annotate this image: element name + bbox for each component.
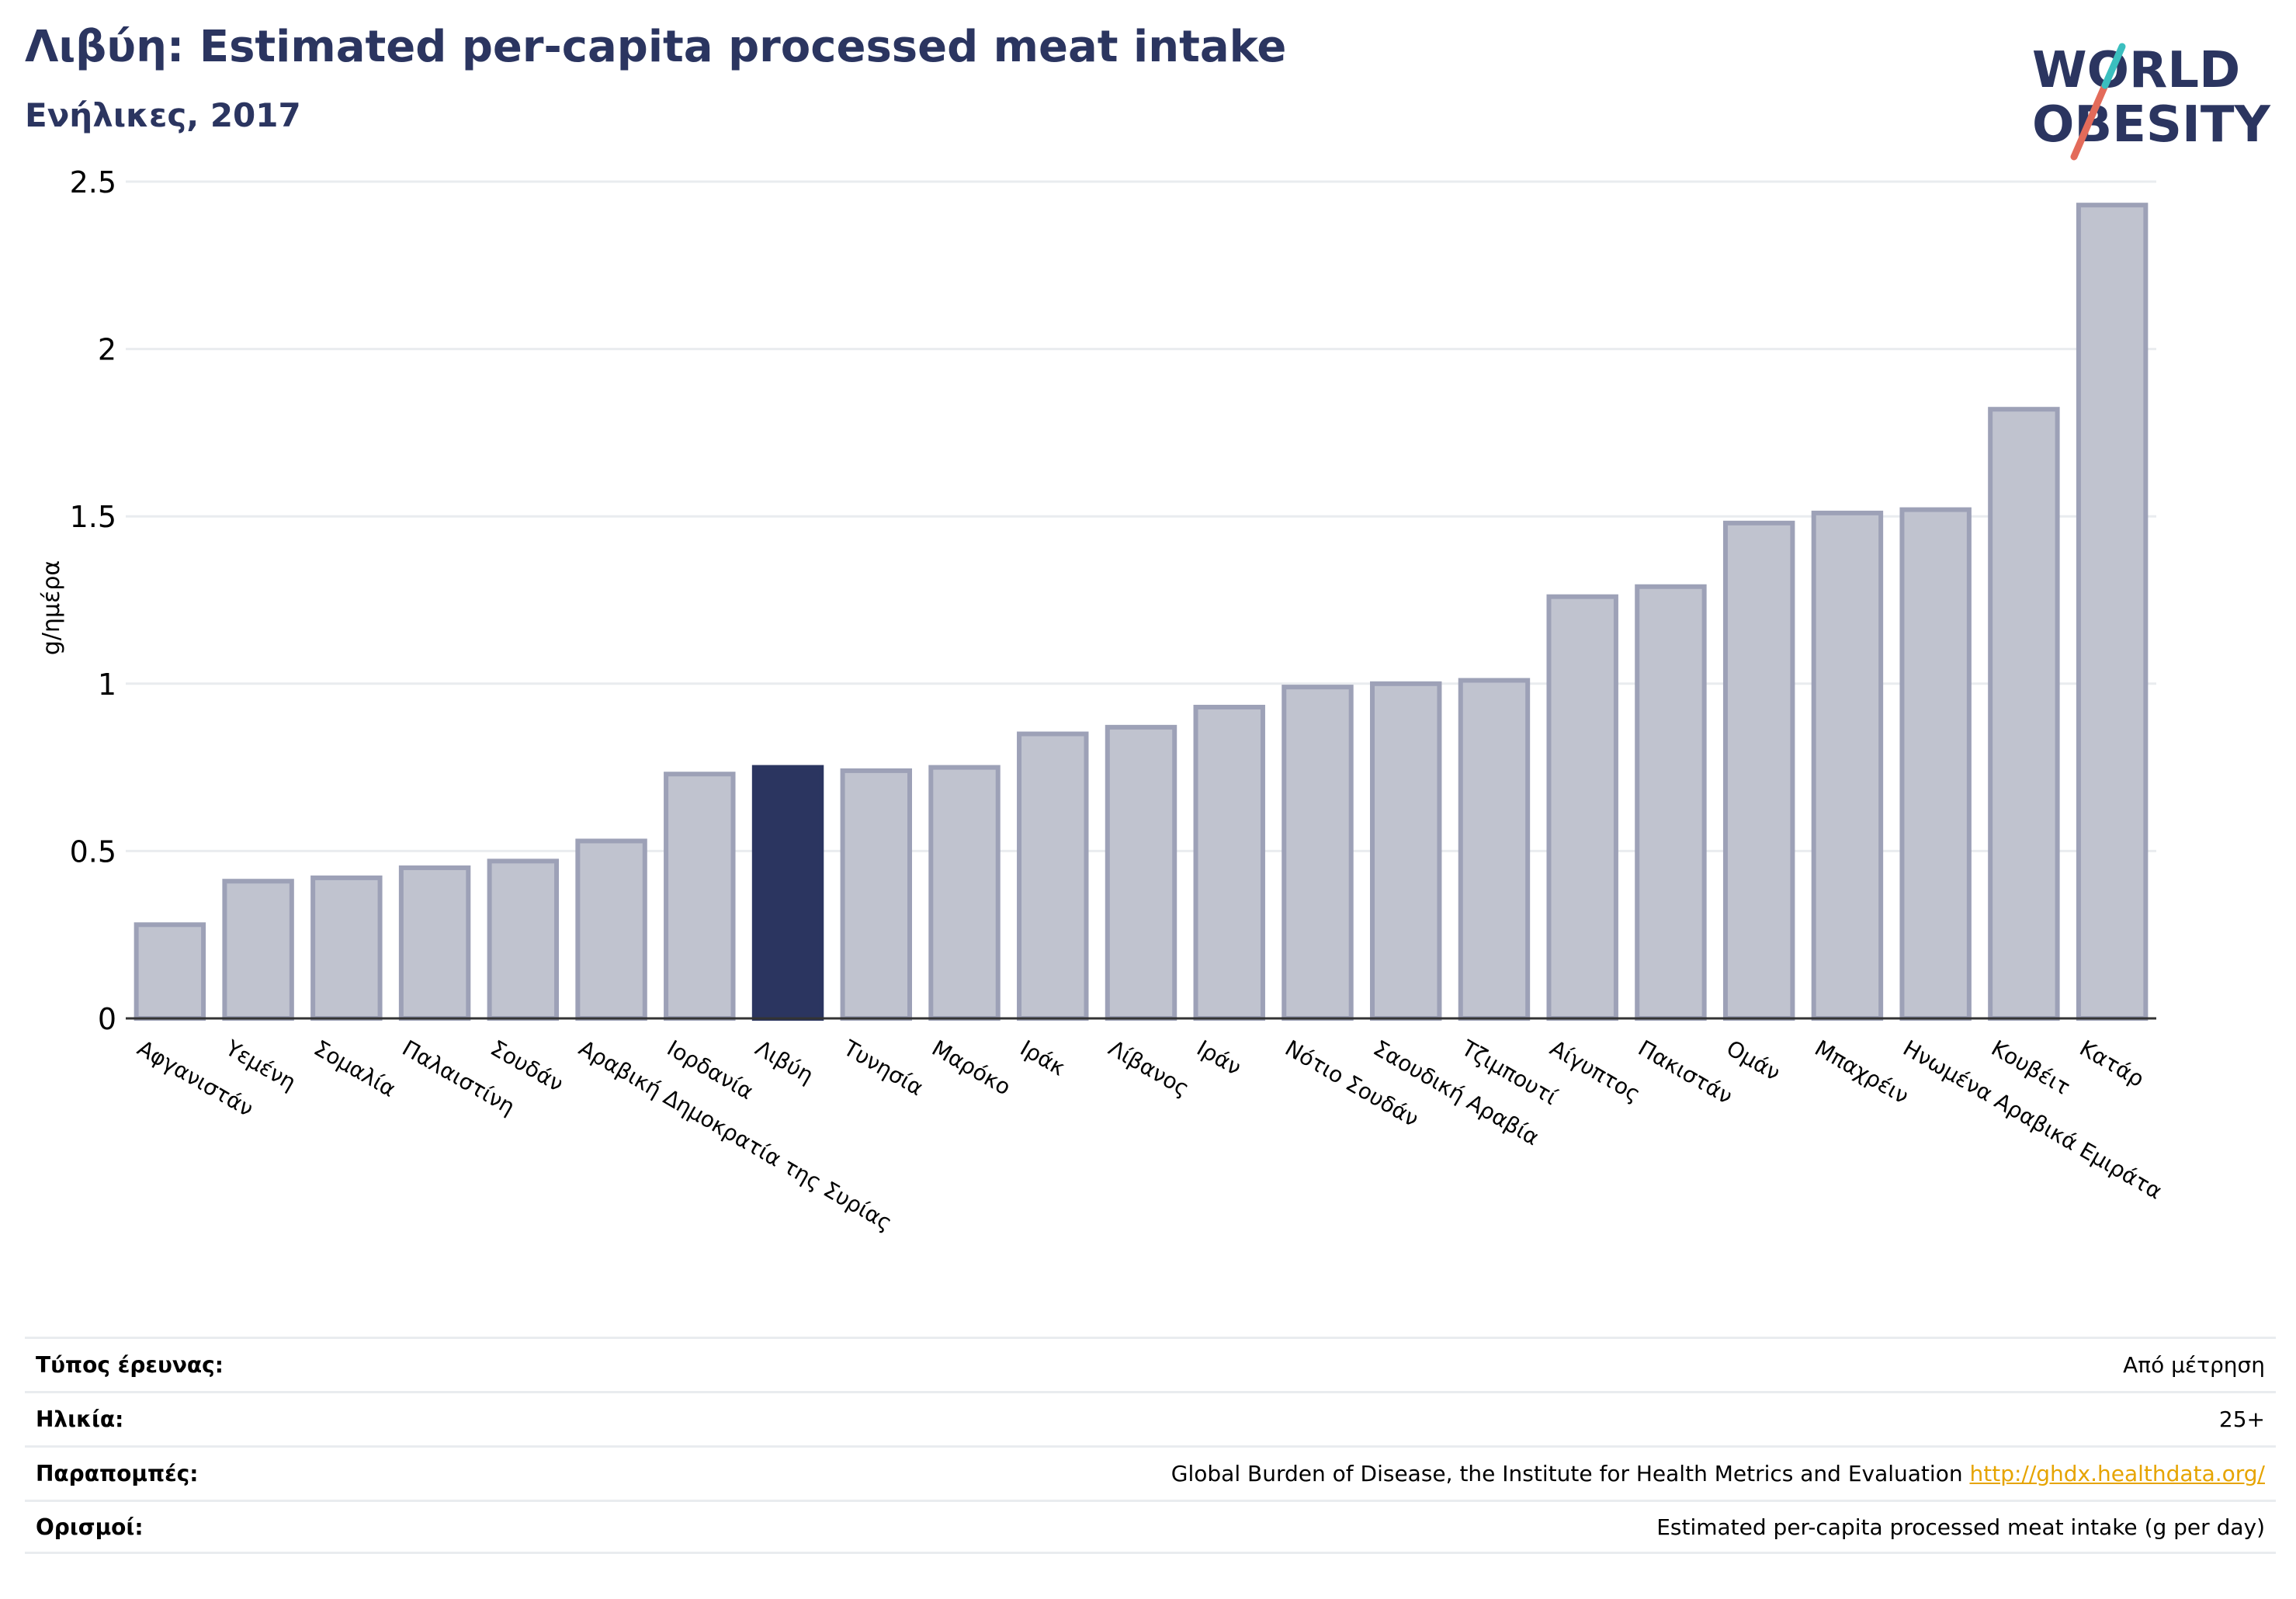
info-value-text: Από μέτρηση [2123, 1352, 2265, 1378]
bar [928, 765, 1001, 1021]
bar [1988, 407, 2060, 1021]
x-tick-label: Ομάν [1722, 1035, 1785, 1086]
logo-slash-red [2070, 82, 2109, 161]
info-value: Estimated per-capita processed meat inta… [1656, 1514, 2265, 1540]
bar [575, 838, 647, 1021]
x-tick-label: Αραβική Δημοκρατία της Συρίας [574, 1035, 897, 1236]
x-tick-label: Ιράκ [1016, 1035, 1070, 1080]
bar [487, 858, 560, 1021]
x-tick-label: Μαρόκο [928, 1035, 1015, 1100]
x-tick-label: Λίβανος [1105, 1035, 1194, 1101]
y-tick-label: 0 [98, 1002, 116, 1036]
x-tick-label: Κατάρ [2076, 1035, 2149, 1092]
bar [1193, 704, 1265, 1021]
info-value-text: Global Burden of Disease, the Institute … [1171, 1461, 1963, 1486]
chart-subtitle: Ενήλικες, 2017 [25, 96, 301, 134]
info-value: 25+ [2219, 1406, 2265, 1432]
info-value: Global Burden of Disease, the Institute … [1171, 1461, 2265, 1486]
info-key: Ορισμοί: [36, 1514, 144, 1540]
source-link[interactable]: http://ghdx.healthdata.org/ [1969, 1461, 2265, 1486]
bar [1458, 678, 1531, 1021]
bar [840, 768, 913, 1021]
info-key: Τύπος έρευνας: [36, 1352, 224, 1378]
bar [134, 922, 206, 1021]
x-tick-label: Πακιστάν [1634, 1035, 1737, 1109]
logo-line2: OBESITY [2032, 96, 2270, 154]
chart-title: Λιβύη: Estimated per-capita processed me… [25, 22, 1287, 72]
y-tick-label: 1 [98, 668, 116, 702]
info-row: Ορισμοί: Estimated per-capita processed m… [25, 1500, 2276, 1554]
info-key: Παραπομπές: [36, 1461, 199, 1486]
world-obesity-logo: WORLD OBESITY [2032, 42, 2270, 161]
bar [1369, 681, 1442, 1021]
bar [398, 865, 471, 1021]
info-value-text: 25+ [2218, 1406, 2265, 1432]
info-table: Τύπος έρευνας: Από μέτρηση Ηλικία: 25+ Παραπ… [25, 1337, 2276, 1554]
x-tick-label: Σομαλία [310, 1035, 401, 1101]
bar [1722, 520, 1795, 1021]
y-tick-label: 1.5 [70, 500, 116, 534]
x-tick-label: Ιράν [1192, 1035, 1246, 1080]
x-tick-label: Σαουδική Αραβία [1369, 1035, 1544, 1150]
info-value: Από μέτρηση [2123, 1352, 2265, 1378]
bar [1811, 510, 1884, 1021]
info-value-text: Estimated per-capita processed meat inta… [1656, 1514, 2265, 1540]
info-row: Ηλικία: 25+ [25, 1391, 2276, 1445]
info-row: Τύπος έρευνας: Από μέτρηση [25, 1337, 2276, 1391]
logo-line1: WORLD [2032, 42, 2240, 99]
y-tick-label: 2 [98, 333, 116, 367]
x-tick-label: Λιβύη [751, 1035, 818, 1088]
bar [1546, 594, 1618, 1021]
x-tick-label: Αίγυπτος [1545, 1035, 1645, 1107]
y-tick-label: 2.5 [70, 165, 116, 199]
bar [1899, 507, 1972, 1021]
y-tick-label: 0.5 [70, 834, 116, 869]
bar [1105, 724, 1177, 1021]
bar [1282, 685, 1354, 1021]
x-tick-label: Μπαχρέιν [1810, 1035, 1913, 1108]
info-row: Παραπομπές: Global Burden of Disease, the… [25, 1445, 2276, 1500]
logo-slash-teal [2101, 43, 2126, 89]
bar [1017, 731, 1089, 1021]
bar [1635, 584, 1707, 1021]
info-key: Ηλικία: [36, 1406, 124, 1432]
bar [751, 765, 824, 1021]
x-tick-label: Τυνησία [838, 1035, 928, 1101]
bar [664, 772, 736, 1021]
bar [2076, 203, 2149, 1021]
bar [222, 879, 294, 1021]
bar [310, 875, 383, 1021]
y-axis-label: g/ημέρα [38, 560, 65, 655]
